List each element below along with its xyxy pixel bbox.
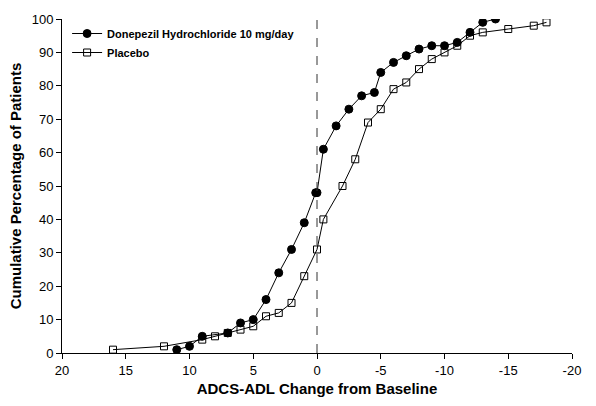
svg-text:10: 10 [39, 312, 53, 327]
svg-text:30: 30 [39, 245, 53, 260]
svg-text:-15: -15 [499, 363, 518, 378]
svg-text:-10: -10 [435, 363, 454, 378]
svg-text:20: 20 [39, 279, 53, 294]
svg-text:10: 10 [182, 363, 196, 378]
svg-text:80: 80 [39, 78, 53, 93]
svg-text:ADCS-ADL Change from Baseline: ADCS-ADL Change from Baseline [197, 380, 438, 397]
svg-text:0: 0 [46, 346, 53, 361]
svg-text:-20: -20 [563, 363, 582, 378]
svg-text:Donepezil Hydrochloride 10 mg/: Donepezil Hydrochloride 10 mg/day [107, 28, 294, 40]
svg-text:5: 5 [250, 363, 257, 378]
svg-text:70: 70 [39, 112, 53, 127]
svg-text:-5: -5 [375, 363, 387, 378]
svg-text:40: 40 [39, 212, 53, 227]
svg-text:0: 0 [313, 363, 320, 378]
svg-text:100: 100 [32, 12, 54, 27]
svg-text:15: 15 [119, 363, 133, 378]
svg-text:Placebo: Placebo [107, 47, 149, 59]
svg-text:Cumulative Percentage of Patie: Cumulative Percentage of Patients [7, 63, 24, 310]
svg-text:50: 50 [39, 179, 53, 194]
svg-text:90: 90 [39, 45, 53, 60]
svg-text:60: 60 [39, 145, 53, 160]
svg-text:20: 20 [55, 363, 69, 378]
